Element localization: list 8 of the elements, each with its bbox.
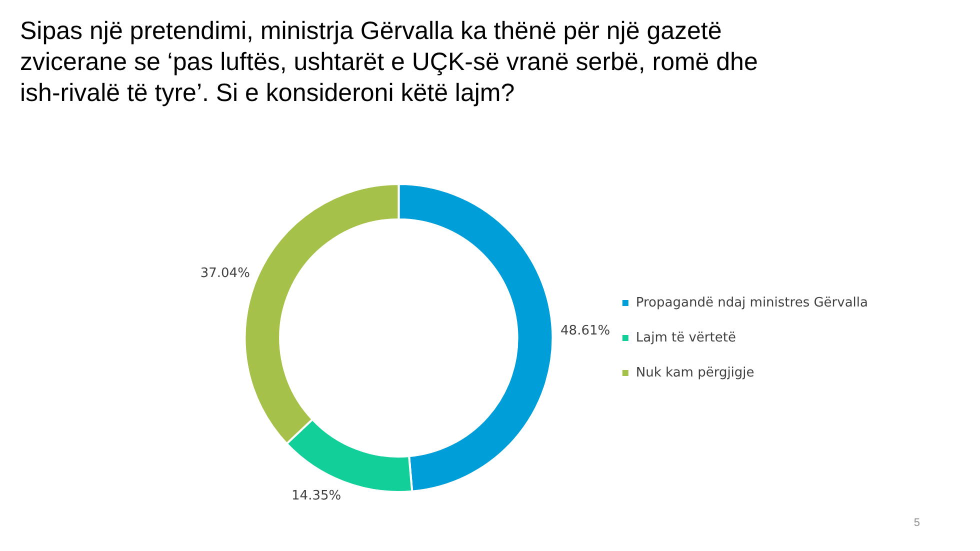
text: 5 [914, 517, 920, 529]
chart-title: Sipas një pretendimi, ministrja Gërvalla ka thënë për një gazetë zvicerane se ‘pas luftës, ushtarët e UÇK-së vranë serbë, romë dhe ish-rivalë të tyre’. Si e konsideroni këtë lajm? [20, 16, 759, 109]
legend-label: Propagandë ndaj ministres Gërvalla [636, 295, 868, 310]
legend-label: Lajm të vërtetë [636, 330, 736, 346]
data-label: 48.61% [560, 323, 610, 338]
data-label: 37.04% [200, 266, 250, 282]
data-label: 14.35% [292, 488, 342, 504]
legend-label: Nuk kam përgjigje [636, 365, 754, 380]
